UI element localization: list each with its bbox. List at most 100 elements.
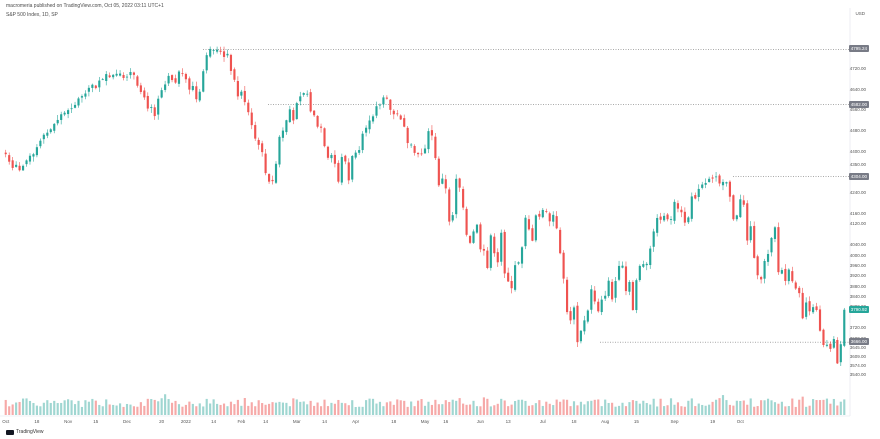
candle-body <box>812 307 815 313</box>
candle-body <box>527 219 531 230</box>
candle-body <box>649 248 652 266</box>
volume-bar <box>77 400 80 415</box>
candle-body <box>177 71 181 84</box>
volume-bar <box>420 399 423 415</box>
x-tick-label: 18 <box>391 419 397 424</box>
volume-bar <box>472 400 475 415</box>
candle-body <box>198 91 201 101</box>
candle-body <box>42 134 45 140</box>
volume-bar <box>406 406 409 415</box>
volume-bar <box>399 400 402 415</box>
volume-bar <box>91 398 94 415</box>
candle-body <box>112 74 115 78</box>
candle-body <box>631 282 634 310</box>
candle-body <box>455 178 458 215</box>
x-tick-label: 15 <box>633 419 639 424</box>
candle-body <box>319 126 323 128</box>
candle-body <box>139 85 142 92</box>
candle-body <box>614 280 617 298</box>
candle-body <box>240 91 243 96</box>
volume-bar <box>728 404 731 415</box>
volume-bar <box>63 400 66 415</box>
volume-bar <box>267 403 271 415</box>
candle-body <box>358 150 361 153</box>
candle-body <box>340 157 343 183</box>
volume-bar <box>777 403 780 415</box>
candle-body <box>136 76 139 86</box>
candle-body <box>132 72 136 75</box>
volume-bar <box>326 406 330 415</box>
candle-body <box>798 287 801 294</box>
candle-body <box>35 147 38 156</box>
volume-bar <box>382 406 385 415</box>
y-tick-label: 4040.00 <box>849 242 866 248</box>
volume-bar <box>292 398 295 415</box>
tradingview-brand[interactable]: TradingView <box>6 429 44 435</box>
volume-bar <box>361 406 364 415</box>
candle-body <box>479 224 482 250</box>
volume-bar <box>25 398 28 415</box>
volume-bar <box>444 400 447 415</box>
candle-body <box>451 215 454 221</box>
candle-body <box>354 152 357 158</box>
volume-bar <box>28 400 32 415</box>
candle-body <box>742 200 745 205</box>
volume-bar <box>174 400 177 415</box>
volume-bar <box>763 400 766 415</box>
candle-body <box>836 339 839 364</box>
volume-bar <box>604 399 607 415</box>
candle-body <box>427 131 430 150</box>
candle-body <box>538 213 541 217</box>
x-tick-label: 19 <box>710 419 716 424</box>
candle-body <box>181 73 184 75</box>
candle-body <box>368 120 371 130</box>
candle-body <box>545 211 548 212</box>
volume-bar <box>198 403 201 415</box>
candle-body <box>465 208 468 235</box>
candle-body <box>839 344 842 363</box>
volume-bar <box>21 398 25 415</box>
volume-bar <box>524 400 527 415</box>
candle-body <box>46 132 49 136</box>
candle-body <box>243 90 246 103</box>
candle-body <box>153 107 156 117</box>
candle-body <box>4 152 7 155</box>
volume-bar <box>337 399 340 415</box>
volume-bar <box>42 402 45 415</box>
volume-bar <box>70 400 73 415</box>
volume-bar <box>378 401 382 415</box>
candle-body <box>659 216 662 220</box>
volume-bar <box>656 406 659 415</box>
x-tick-label: Feb <box>237 419 246 424</box>
volume-bar <box>683 406 686 415</box>
candle-body <box>375 106 378 116</box>
x-tick-label: 2022 <box>180 419 191 424</box>
volume-bar <box>32 402 35 415</box>
volume-bar <box>416 400 420 415</box>
candle-body <box>347 162 350 181</box>
x-tick-label: Dec <box>122 419 132 424</box>
volume-bar <box>139 402 142 415</box>
y-tick-label: 4120.00 <box>849 221 866 227</box>
volume-bar <box>67 399 70 415</box>
candle-body <box>330 154 333 159</box>
volume-bar <box>673 404 676 415</box>
candle-body <box>292 110 295 121</box>
volume-bar <box>448 401 451 415</box>
volume-bar <box>191 403 194 415</box>
volume-bar <box>732 405 735 415</box>
volume-bar <box>669 398 673 415</box>
volume-bar <box>451 399 454 415</box>
y-tick-label: 3880.00 <box>849 283 866 289</box>
candle-body <box>721 181 725 186</box>
candle-body <box>371 116 375 122</box>
volume-bar <box>188 401 191 415</box>
volume-bar <box>704 405 707 415</box>
price-label-box: 4795.24 <box>848 45 869 53</box>
candle-body <box>281 130 285 138</box>
candle-body <box>344 155 347 162</box>
volume-bar <box>711 401 714 415</box>
candle-body <box>520 247 524 264</box>
candle-body <box>756 256 759 276</box>
